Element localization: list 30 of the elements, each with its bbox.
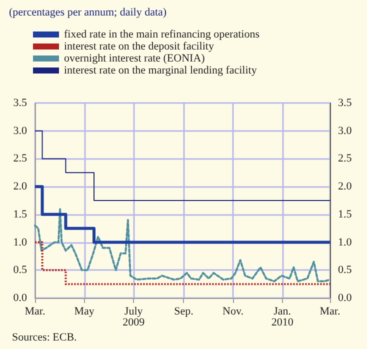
legend-label: interest rate on the marginal lending facility	[64, 64, 258, 76]
y2-tick-label: 3.5	[338, 97, 352, 109]
legend-label: overnight interest rate (EONIA)	[64, 52, 206, 64]
x-tick-label: Jan. 2010	[271, 306, 294, 328]
y-tick-label: 0.0	[13, 292, 28, 304]
y2-tick-label: 2.0	[338, 180, 352, 193]
y-tick-label: 1.0	[13, 236, 28, 248]
y2-tick-label: 1.0	[338, 236, 352, 248]
x-tick-label: May	[74, 306, 95, 318]
source-note: Sources: ECB.	[12, 332, 78, 344]
line-series	[34, 208, 331, 282]
y2-tick-label: 1.5	[338, 208, 352, 220]
legend-label: interest rate on the deposit facility	[64, 40, 214, 52]
y-tick-label: 3.0	[13, 124, 28, 137]
y2-tick-label: 3.0	[338, 124, 352, 137]
y2-tick-label: 2.5	[338, 152, 352, 165]
y-tick-label: 3.5	[13, 97, 28, 109]
chart-title: (percentages per annum; daily data)	[9, 6, 167, 18]
x-tick-label: Nov.	[222, 306, 244, 318]
x-tick-label: July 2009	[122, 306, 146, 328]
y-tick-label: 1.5	[13, 208, 28, 220]
legend-label: fixed rate in the main refinancing operations	[64, 28, 260, 40]
y2-tick-label: 0.5	[338, 264, 352, 276]
x-tick-label: Mar.	[24, 306, 46, 318]
y2-tick-label: 0.0	[338, 292, 352, 304]
x-tick-label: Sep.	[174, 306, 194, 318]
x-tick-label: Mar.	[320, 306, 340, 318]
y-tick-label: 2.5	[13, 152, 28, 165]
y-tick-label: 0.5	[13, 264, 28, 276]
y-tick-label: 2.0	[13, 180, 28, 193]
